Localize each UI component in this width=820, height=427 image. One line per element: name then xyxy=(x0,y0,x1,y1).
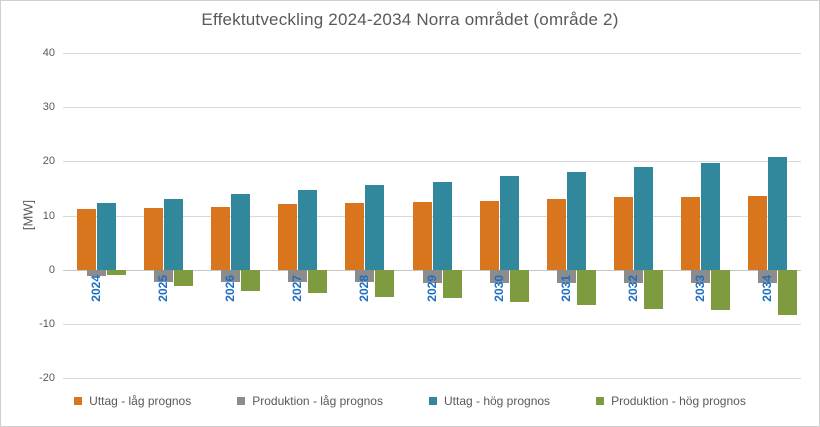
plot-area xyxy=(63,53,801,379)
bar-uttag-h-g-prognos-2031 xyxy=(566,172,586,270)
bar-uttag-h-g-prognos-2027 xyxy=(298,190,318,270)
bar-produktion-l-g-prognos-2030 xyxy=(489,269,509,283)
bar-produktion-l-g-prognos-2032 xyxy=(623,269,643,283)
legend-swatch-produktion-l-g-prognos xyxy=(237,397,246,405)
bar-produktion-h-g-prognos-2030 xyxy=(509,269,529,303)
bar-produktion-h-g-prognos-2033 xyxy=(710,269,730,310)
bar-uttag-l-g-prognos-2033 xyxy=(680,196,700,270)
bar-produktion-l-g-prognos-2026 xyxy=(221,269,241,282)
bar-produktion-h-g-prognos-2024 xyxy=(107,269,126,276)
legend-item-produktion-l-g-prognos: Produktion - låg prognos xyxy=(237,394,383,408)
bar-produktion-l-g-prognos-2025 xyxy=(154,269,174,282)
legend-label-uttag-l-g-prognos: Uttag - låg prognos xyxy=(89,394,192,408)
gridline--10 xyxy=(63,323,801,325)
chart-title: Effektutveckling 2024-2034 Norra området… xyxy=(201,10,619,29)
legend-swatch-produktion-h-g-prognos xyxy=(596,397,605,405)
gridline-30 xyxy=(63,107,801,109)
gridline-20 xyxy=(63,161,801,163)
legend-swatch-uttag-l-g-prognos xyxy=(74,397,83,405)
bar-uttag-h-g-prognos-2030 xyxy=(499,176,519,270)
bar-uttag-h-g-prognos-2032 xyxy=(633,166,653,270)
bar-produktion-l-g-prognos-2034 xyxy=(757,269,777,283)
bar-produktion-h-g-prognos-2029 xyxy=(442,269,462,299)
legend-label-produktion-l-g-prognos: Produktion - låg prognos xyxy=(252,394,383,408)
bar-uttag-h-g-prognos-2029 xyxy=(432,181,452,270)
bar-uttag-h-g-prognos-2034 xyxy=(767,157,787,270)
bar-produktion-h-g-prognos-2028 xyxy=(375,269,395,297)
legend-item-produktion-h-g-prognos: Produktion - hög prognos xyxy=(596,394,746,408)
bar-produktion-l-g-prognos-2031 xyxy=(556,269,576,283)
bar-produktion-l-g-prognos-2033 xyxy=(690,269,710,283)
bar-uttag-h-g-prognos-2028 xyxy=(365,184,385,270)
y-tick-label--20: -20 xyxy=(39,372,55,384)
bar-produktion-l-g-prognos-2029 xyxy=(422,269,442,283)
legend-label-produktion-h-g-prognos: Produktion - hög prognos xyxy=(611,394,746,408)
bar-uttag-l-g-prognos-2031 xyxy=(546,198,566,270)
legend: Uttag - låg prognos Produktion - låg prog… xyxy=(1,394,819,408)
bar-uttag-l-g-prognos-2030 xyxy=(479,201,499,270)
bar-uttag-l-g-prognos-2032 xyxy=(613,197,633,270)
bar-uttag-h-g-prognos-2033 xyxy=(700,163,720,270)
bar-produktion-h-g-prognos-2025 xyxy=(174,269,194,286)
gridline-40 xyxy=(63,53,801,54)
y-tick-label-10: 10 xyxy=(42,209,55,222)
bar-uttag-h-g-prognos-2024 xyxy=(97,202,116,270)
y-tick-label-30: 30 xyxy=(42,101,55,114)
bar-produktion-h-g-prognos-2027 xyxy=(308,269,328,293)
bar-uttag-l-g-prognos-2029 xyxy=(412,202,432,270)
y-tick-label--10: -10 xyxy=(39,317,55,330)
bar-uttag-l-g-prognos-2028 xyxy=(345,202,365,270)
y-tick-label-40: 40 xyxy=(42,47,55,59)
bar-uttag-l-g-prognos-2027 xyxy=(278,204,298,270)
bar-uttag-h-g-prognos-2025 xyxy=(164,199,184,270)
bar-uttag-l-g-prognos-2024 xyxy=(77,208,96,270)
bar-produktion-l-g-prognos-2028 xyxy=(355,269,375,283)
legend-swatch-uttag-h-g-prognos xyxy=(428,397,437,405)
bar-produktion-l-g-prognos-2027 xyxy=(288,269,308,283)
bar-produktion-h-g-prognos-2032 xyxy=(643,269,663,310)
bar-uttag-l-g-prognos-2034 xyxy=(747,196,767,270)
y-tick-label-20: 20 xyxy=(42,155,55,168)
bar-produktion-h-g-prognos-2034 xyxy=(777,269,797,316)
bar-uttag-l-g-prognos-2025 xyxy=(144,207,164,270)
legend-item-uttag-l-g-prognos: Uttag - låg prognos xyxy=(74,394,191,408)
legend-label-uttag-h-g-prognos: Uttag - hög prognos xyxy=(443,394,551,408)
gridline-10 xyxy=(63,215,801,217)
bar-produktion-h-g-prognos-2031 xyxy=(576,269,596,305)
gridline--20 xyxy=(63,378,801,379)
bar-produktion-h-g-prognos-2026 xyxy=(241,269,261,291)
legend-item-uttag-h-g-prognos: Uttag - hög prognos xyxy=(428,394,551,408)
y-tick-label-0: 0 xyxy=(48,263,55,276)
bar-produktion-l-g-prognos-2024 xyxy=(87,269,106,277)
bar-uttag-h-g-prognos-2026 xyxy=(231,193,251,270)
bar-uttag-l-g-prognos-2026 xyxy=(211,206,231,270)
